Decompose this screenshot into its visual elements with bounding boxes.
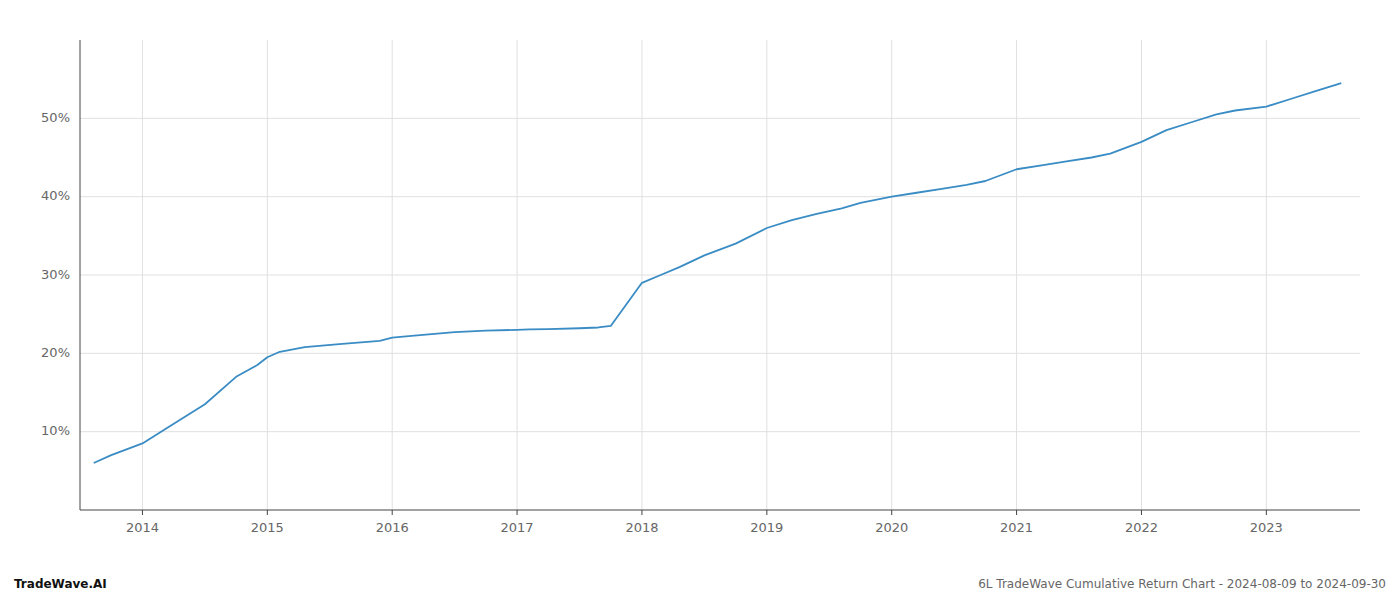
- x-tick-label: 2020: [875, 520, 908, 535]
- y-grid-line: [80, 431, 1360, 432]
- x-tick: [392, 510, 393, 515]
- y-tick-label: 10%: [41, 423, 70, 438]
- x-tick-label: 2017: [501, 520, 534, 535]
- series: [94, 83, 1342, 463]
- y-tick-label: 20%: [41, 345, 70, 360]
- y-grid-line: [80, 353, 1360, 354]
- x-tick: [1016, 510, 1017, 515]
- line: [94, 83, 1342, 463]
- x-grid-line: [641, 40, 642, 510]
- x-grid-line: [267, 40, 268, 510]
- x-tick-label: 2016: [376, 520, 409, 535]
- y-tick-label: 40%: [41, 188, 70, 203]
- footer-left: TradeWave.AI: [14, 577, 107, 591]
- x-tick: [267, 510, 268, 515]
- x-grid-line: [1266, 40, 1267, 510]
- x-tick-label: 2019: [750, 520, 783, 535]
- y-grid-line: [80, 275, 1360, 276]
- footer-right: 6L TradeWave Cumulative Return Chart - 2…: [978, 577, 1386, 591]
- x-grid-line: [517, 40, 518, 510]
- x-tick: [142, 510, 143, 515]
- y-grid-line: [80, 196, 1360, 197]
- x-grid-line: [891, 40, 892, 510]
- x-tick: [517, 510, 518, 515]
- y-tick-label: 50%: [41, 110, 70, 125]
- x-tick-label: 2022: [1125, 520, 1158, 535]
- x-grid-line: [142, 40, 143, 510]
- x-tick-label: 2021: [1000, 520, 1033, 535]
- x-grid-line: [1141, 40, 1142, 510]
- y-axis-line: [80, 40, 81, 510]
- x-tick: [641, 510, 642, 515]
- x-tick-label: 2023: [1250, 520, 1283, 535]
- axes: 10% 20% 30% 40% 50% 2014 2015 2016 2017 2018 2019 2…: [41, 40, 1360, 535]
- x-tick-label: 2014: [126, 520, 159, 535]
- x-tick: [891, 510, 892, 515]
- x-tick: [1141, 510, 1142, 515]
- background: [0, 0, 1400, 600]
- y-tick-label: 30%: [41, 267, 70, 282]
- x-tick-label: 2015: [251, 520, 284, 535]
- x-grid-line: [1016, 40, 1017, 510]
- x-grid-line: [392, 40, 393, 510]
- x-tick: [766, 510, 767, 515]
- chart: 10% 20% 30% 40% 50% 2014 2015 2016 2017 2018 2019 2…: [0, 0, 1400, 600]
- grid: [80, 40, 1360, 510]
- x-grid-line: [766, 40, 767, 510]
- x-axis-line: [80, 510, 1360, 511]
- x-tick-label: 2018: [625, 520, 658, 535]
- y-grid-line: [80, 118, 1360, 119]
- x-tick: [1266, 510, 1267, 515]
